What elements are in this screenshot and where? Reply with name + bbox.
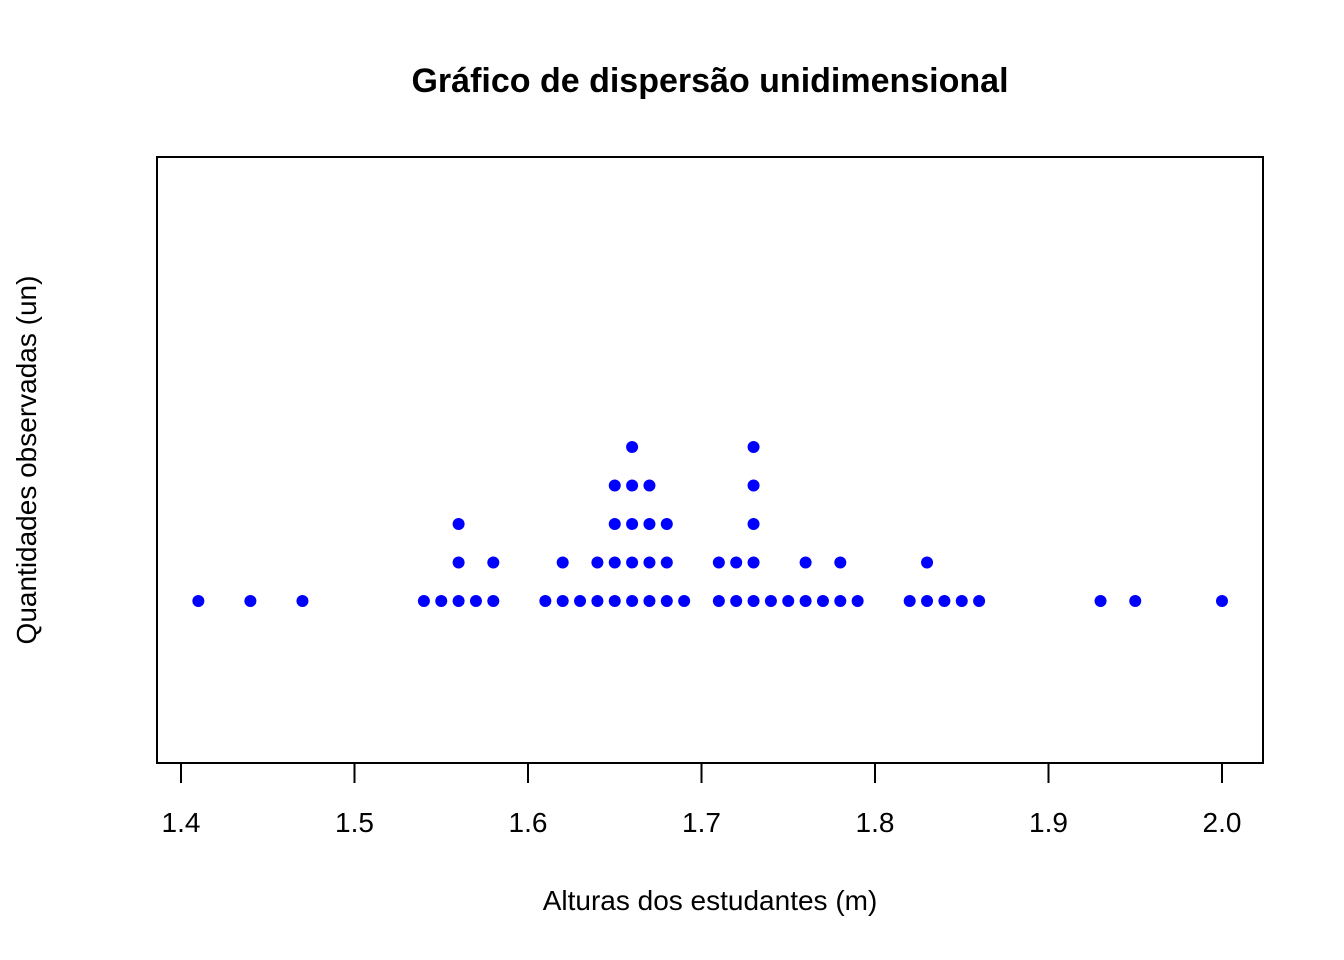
data-point — [643, 479, 656, 492]
data-point — [799, 595, 812, 607]
data-point — [834, 556, 847, 569]
data-point — [192, 595, 205, 607]
data-points — [192, 441, 1228, 607]
data-point — [903, 595, 916, 607]
data-point — [851, 595, 864, 607]
data-point — [296, 595, 309, 607]
data-point — [452, 518, 465, 530]
data-point — [660, 518, 673, 530]
data-point — [730, 595, 743, 607]
x-tick-label: 1.9 — [1029, 807, 1068, 838]
data-point — [574, 595, 587, 607]
data-point — [417, 595, 430, 607]
data-point — [435, 595, 448, 607]
data-point — [712, 556, 725, 569]
data-point — [487, 556, 500, 569]
data-point — [764, 595, 777, 607]
chart-title: Gráfico de dispersão unidimensional — [411, 62, 1008, 100]
data-point — [712, 595, 725, 607]
data-point — [626, 556, 639, 569]
data-point — [973, 595, 986, 607]
data-point — [834, 595, 847, 607]
data-point — [244, 595, 257, 607]
data-point — [730, 556, 743, 569]
data-point — [799, 556, 812, 569]
data-point — [1129, 595, 1142, 607]
plot-frame — [156, 156, 1264, 764]
x-tick-label: 2.0 — [1203, 807, 1242, 838]
data-point — [1216, 595, 1228, 607]
data-point — [556, 556, 569, 569]
data-point — [747, 595, 760, 607]
data-point — [608, 518, 621, 530]
data-point — [747, 556, 760, 569]
data-point — [921, 556, 934, 569]
data-point — [608, 479, 621, 492]
data-point — [452, 595, 465, 607]
data-point — [452, 556, 465, 569]
data-point — [626, 479, 639, 492]
x-tick-label: 1.8 — [856, 807, 895, 838]
x-tick-label: 1.5 — [335, 807, 374, 838]
data-point — [626, 518, 639, 530]
data-point — [747, 441, 760, 453]
data-point — [816, 595, 829, 607]
x-tick-label: 1.7 — [682, 807, 721, 838]
data-point — [643, 556, 656, 569]
data-point — [591, 556, 604, 569]
data-point — [678, 595, 691, 607]
data-point — [539, 595, 552, 607]
data-point — [660, 556, 673, 569]
x-tick-label: 1.4 — [162, 807, 201, 838]
data-point — [747, 518, 760, 530]
y-axis-label: Quantidades observadas (un) — [11, 276, 42, 645]
data-point — [556, 595, 569, 607]
data-point — [782, 595, 795, 607]
x-axis: 1.4 1.5 1.6 1.7 1.8 1.9 2.0 — [162, 762, 1242, 838]
data-point — [643, 518, 656, 530]
data-point — [921, 595, 934, 607]
data-point — [1094, 595, 1107, 607]
data-point — [938, 595, 951, 607]
data-point — [487, 595, 500, 607]
data-point — [608, 556, 621, 569]
data-point — [660, 595, 673, 607]
data-point — [626, 595, 639, 607]
data-point — [955, 595, 968, 607]
data-point — [747, 479, 760, 492]
data-point — [626, 441, 639, 453]
x-axis-label: Alturas dos estudantes (m) — [543, 885, 878, 916]
data-point — [591, 595, 604, 607]
data-point — [608, 595, 621, 607]
data-point — [643, 595, 656, 607]
x-tick-label: 1.6 — [509, 807, 548, 838]
data-point — [469, 595, 482, 607]
